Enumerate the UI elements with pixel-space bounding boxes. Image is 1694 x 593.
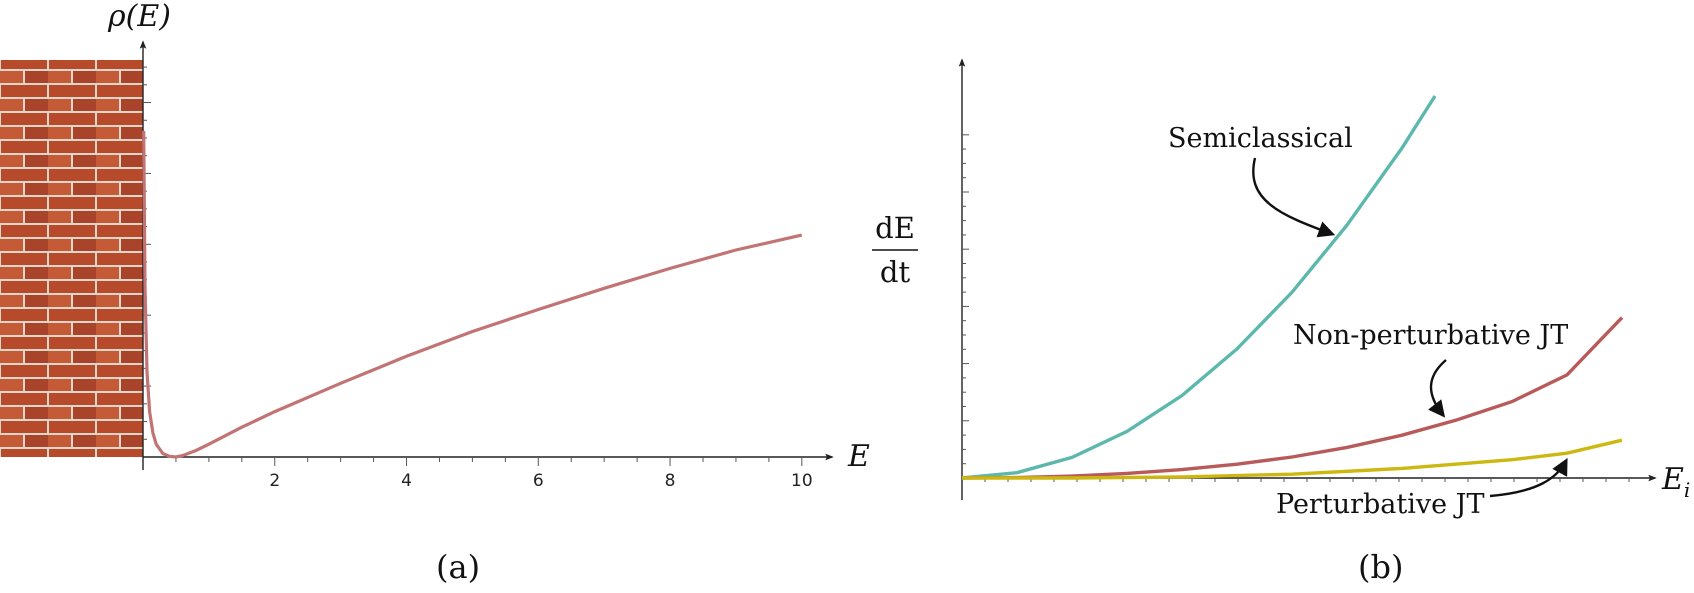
panel-b-x-label: Ei (1661, 462, 1690, 502)
panel-a-caption: (a) (436, 548, 480, 586)
panel-a: 2 4 6 8 10 ρ(E) E (a) (0, 0, 870, 586)
x-tick-label: 10 (791, 471, 813, 491)
x-tick-label: 8 (665, 471, 676, 491)
panel-a-x-label: E (847, 439, 870, 474)
brick-wall-icon (0, 60, 143, 457)
panel-b: dE dt Ei Semiclassical Non-perturbative … (872, 58, 1690, 586)
y-label-denominator: dt (880, 255, 911, 289)
panel-a-ticks (143, 66, 803, 466)
annotation-semiclassical: Semiclassical (1168, 123, 1353, 154)
x-tick-label: 4 (401, 471, 412, 491)
series-line-non-perturbative-jt (961, 316, 1624, 480)
annotation-semiclassical-arrow (1252, 157, 1336, 238)
x-tick-label: 6 (533, 471, 544, 491)
y-label-numerator: dE (875, 211, 915, 245)
annotation-non-perturbative-jt: Non-perturbative JT (1293, 320, 1568, 351)
panel-a-tick-labels: 2 4 6 8 10 (269, 471, 812, 491)
annotation-non-perturbative-jt-arrow (1428, 359, 1447, 418)
series-line-semiclassical (961, 95, 1437, 480)
panel-b-ticks (962, 134, 1630, 482)
panel-a-y-label: ρ(E) (107, 0, 171, 34)
panel-a-density-curve (142, 130, 803, 459)
annotation-perturbative-jt: Perturbative JT (1276, 489, 1485, 520)
panel-b-caption: (b) (1358, 548, 1403, 586)
x-tick-label: 2 (269, 471, 280, 491)
series-line-perturbative-jt (962, 438, 1623, 480)
panel-b-y-label: dE dt (872, 211, 918, 289)
annotation-perturbative-jt-arrow (1489, 458, 1568, 498)
